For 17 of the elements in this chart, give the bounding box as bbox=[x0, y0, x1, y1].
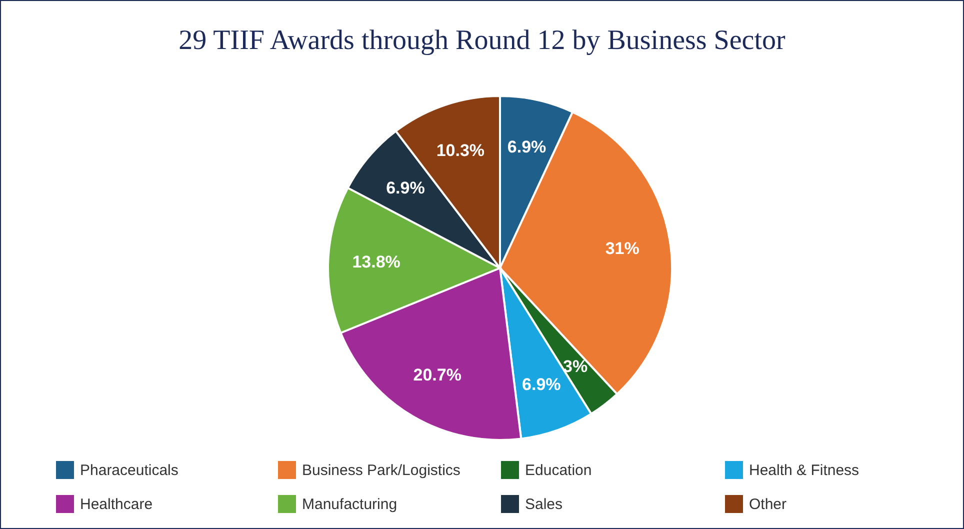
data-label: 13.8% bbox=[352, 252, 400, 272]
legend-label: Manufacturing bbox=[302, 496, 398, 512]
data-label: 10.3% bbox=[436, 141, 485, 160]
legend-label: Healthcare bbox=[80, 496, 153, 512]
data-label: 6.9% bbox=[522, 375, 561, 394]
legend-label: Sales bbox=[525, 496, 563, 512]
data-label: 6.9% bbox=[507, 138, 546, 157]
data-label: 20.7% bbox=[413, 365, 462, 384]
legend-label: Other bbox=[749, 496, 787, 512]
data-label: 3% bbox=[563, 356, 588, 376]
legend-label: Pharaceuticals bbox=[80, 462, 178, 478]
legend-label: Education bbox=[525, 462, 592, 478]
data-label: 31% bbox=[605, 239, 640, 258]
legend-label: Business Park/Logistics bbox=[302, 462, 460, 478]
legend-label: Health & Fitness bbox=[749, 462, 860, 478]
data-label: 6.9% bbox=[386, 178, 425, 198]
chart-title: 29 TIIF Awards through Round 12 by Business Sector bbox=[178, 25, 786, 57]
